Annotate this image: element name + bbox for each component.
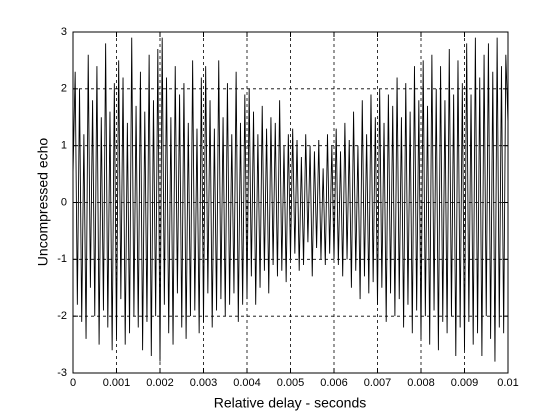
x-tick-label: 0.007 <box>364 377 392 389</box>
x-tick-label: 0.001 <box>103 377 131 389</box>
y-tick-label: -2 <box>57 310 67 322</box>
x-tick-label: 0.006 <box>320 377 348 389</box>
x-tick-label: 0.008 <box>407 377 435 389</box>
y-tick-label: -1 <box>57 253 67 265</box>
y-tick-label: 2 <box>61 83 67 95</box>
x-tick-label: 0 <box>70 377 76 389</box>
y-tick-label: 1 <box>61 140 67 152</box>
x-tick-label: 0.004 <box>233 377 261 389</box>
y-tick-label: 3 <box>61 26 67 38</box>
x-tick-label: 0.009 <box>451 377 479 389</box>
x-tick-label: 0.003 <box>190 377 218 389</box>
x-tick-label: 0.002 <box>146 377 174 389</box>
x-axis-label: Relative delay - seconds <box>214 395 367 411</box>
y-axis-label: Uncompressed echo <box>35 138 51 267</box>
x-tick-label: 0.005 <box>277 377 305 389</box>
x-tick-label: 0.01 <box>497 377 518 389</box>
y-tick-label: -3 <box>57 367 67 379</box>
axes-box <box>72 31 509 374</box>
y-tick-label: 0 <box>61 196 67 208</box>
signal-line <box>72 37 509 362</box>
